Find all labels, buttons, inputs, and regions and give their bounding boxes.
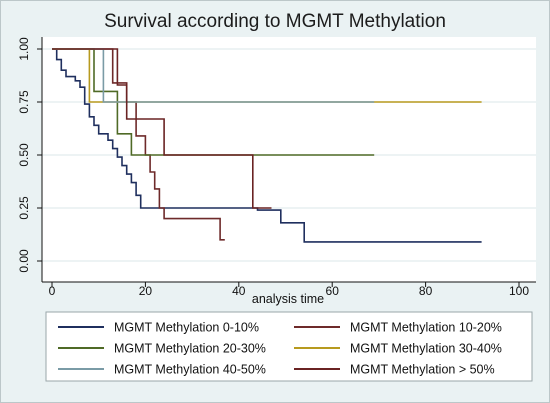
chart-title: Survival according to MGMT Methylation <box>104 11 446 32</box>
grid-lines <box>42 48 536 262</box>
plot-area <box>42 37 536 282</box>
x-tick-label: 60 <box>326 284 340 298</box>
y-tick-label: 0.25 <box>17 196 31 220</box>
legend-label: MGMT Methylation > 50% <box>350 363 495 377</box>
y-tick-label: 1.00 <box>17 37 31 61</box>
series-group <box>52 48 482 243</box>
y-tick-label: 0.75 <box>17 90 31 114</box>
series-line-2 <box>52 48 375 156</box>
x-tick-label: 80 <box>419 284 433 298</box>
legend: MGMT Methylation 0-10% MGMT Methylation 1… <box>58 321 502 377</box>
x-tick-label: 20 <box>139 284 153 298</box>
legend-box <box>45 311 533 382</box>
legend-label: MGMT Methylation 0-10% <box>114 321 259 335</box>
legend-item: MGMT Methylation 0-10% <box>58 321 259 335</box>
series-line-5 <box>52 48 272 209</box>
x-axis-label: analysis time <box>252 292 324 306</box>
legend-item: MGMT Methylation 30-40% <box>294 342 502 356</box>
x-tick-label: 40 <box>232 284 246 298</box>
y-tick-label: 0.50 <box>17 143 31 167</box>
legend-label: MGMT Methylation 40-50% <box>114 363 266 377</box>
y-tick-label: 0.00 <box>17 249 31 273</box>
axes <box>41 37 536 283</box>
legend-label: MGMT Methylation 30-40% <box>350 342 502 356</box>
x-ticks: 0 20 40 60 80 100 <box>49 282 529 298</box>
legend-item: MGMT Methylation > 50% <box>294 363 495 377</box>
legend-label: MGMT Methylation 20-30% <box>114 342 266 356</box>
x-tick-label: 0 <box>49 284 56 298</box>
legend-item: MGMT Methylation 10-20% <box>294 321 502 335</box>
legend-item: MGMT Methylation 20-30% <box>58 342 266 356</box>
legend-label: MGMT Methylation 10-20% <box>350 321 502 335</box>
y-ticks: 0.00 0.25 0.50 0.75 1.00 <box>17 37 42 273</box>
legend-item: MGMT Methylation 40-50% <box>58 363 266 377</box>
x-tick-label: 100 <box>509 284 529 298</box>
